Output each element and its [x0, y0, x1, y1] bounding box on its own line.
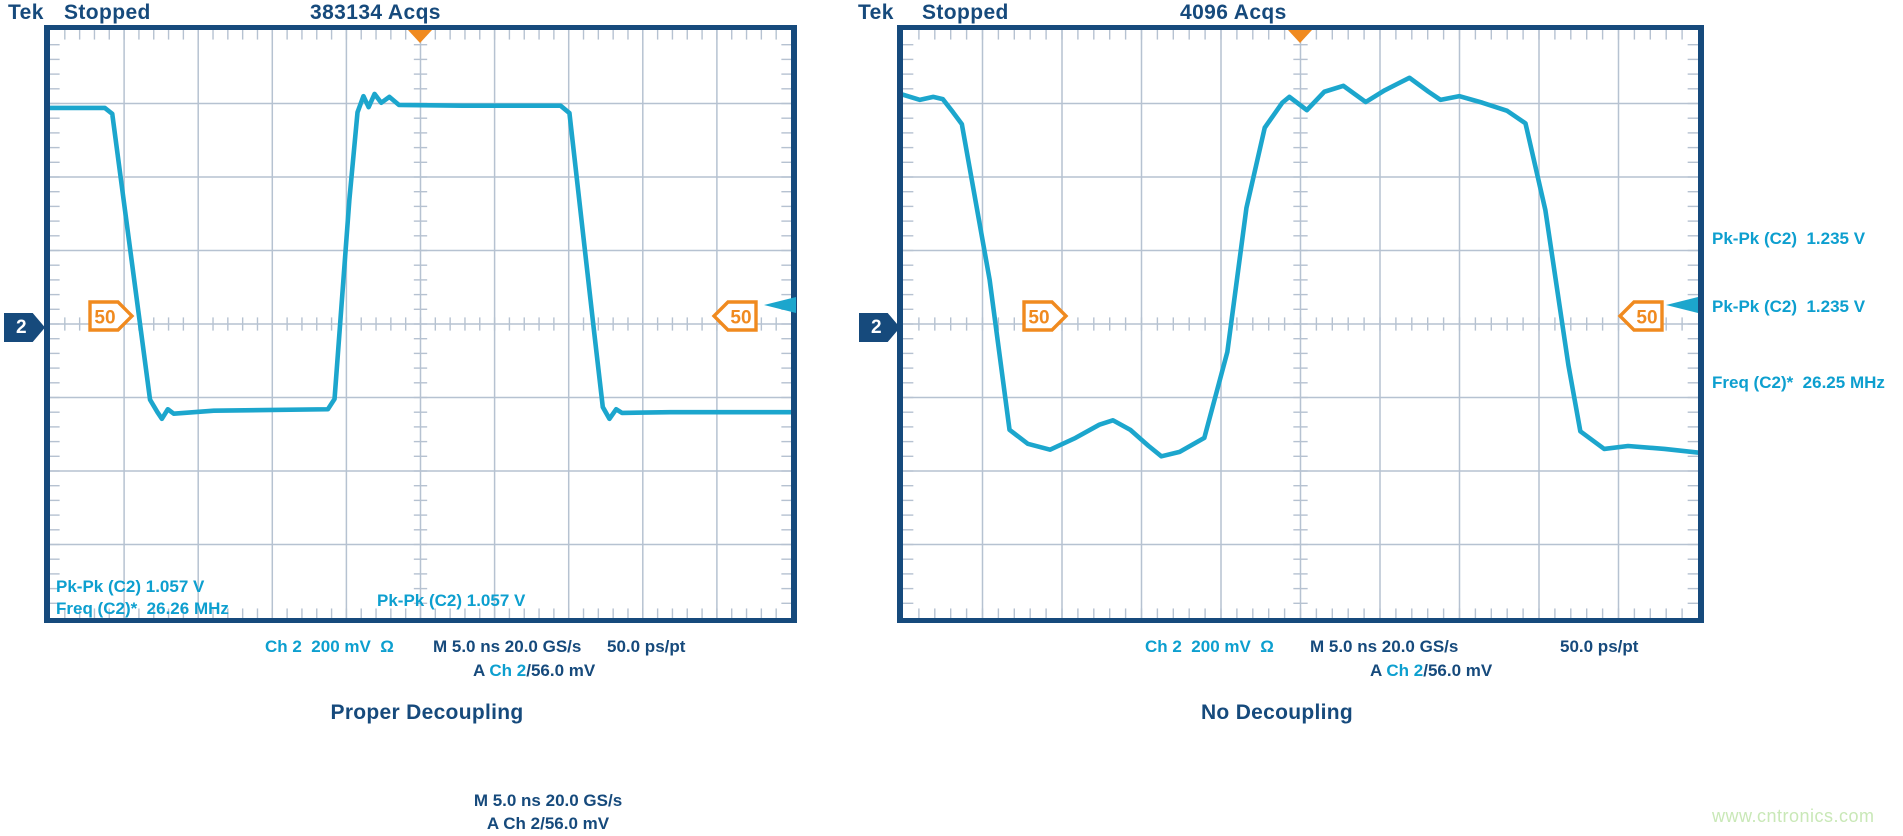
right-scope-trigger-readout: A Ch 2/56.0 mV [1370, 661, 1492, 681]
left-scope-trigger-level-arrow-icon [764, 297, 796, 313]
right-scope-pkpk-readout-2: Pk-Pk (C2) 1.235 V [1712, 297, 1866, 316]
right-scope-pkpk-readout-1: Pk-Pk (C2) 1.235 V [1712, 229, 1866, 248]
left-scope-channel-badge: 2 [4, 313, 45, 342]
left-scope-pkpk-readout-2: Pk-Pk (C2) 1.057 V [377, 591, 526, 610]
waveform-trace [50, 94, 791, 419]
right-scope-status: Stopped [922, 1, 1009, 24]
left-scope-status: Stopped [64, 1, 151, 24]
trigger-a-label: A [473, 661, 490, 680]
left-scope-brand: Tek [8, 1, 44, 24]
waveform-trace [903, 78, 1698, 457]
right-scope-trigger-position-icon [1288, 30, 1312, 43]
left-scope-trigger-position-icon [408, 30, 432, 43]
left-scope-waveform-plot [50, 30, 791, 618]
flag-label: 50 [1028, 308, 1049, 329]
left-scope-graticule [44, 25, 797, 623]
flag-label: 50 [94, 308, 115, 329]
trigger-level-label: /56.0 mV [1423, 661, 1493, 680]
right-scope-graticule [897, 25, 1704, 623]
trigger-a-label: A [1370, 661, 1387, 680]
left-scope-channel-scale: Ch 2 200 mV Ω [265, 637, 394, 656]
left-scope-trigger-flag-left: 50 [88, 300, 135, 332]
footer-trigger: A Ch 2/56.0 mV [486, 814, 610, 833]
right-scope-caption: No Decoupling [1200, 701, 1354, 724]
trigger-level-label: /56.0 mV [526, 661, 596, 680]
flag-shape [711, 300, 758, 332]
right-scope-timebase: M 5.0 ns 20.0 GS/s [1310, 637, 1459, 656]
right-scope-resolution: 50.0 ps/pt [1560, 637, 1639, 656]
right-scope-trigger-flag-left: 50 [1022, 300, 1069, 332]
left-scope-timebase: M 5.0 ns 20.0 GS/s [433, 637, 582, 656]
left-scope-acquisitions: 383134 Acqs [310, 1, 441, 24]
left-scope-trigger-readout: A Ch 2/56.0 mV [473, 661, 595, 681]
right-scope-channel-badge: 2 [859, 313, 900, 342]
trigger-source-label: Ch 2 [1386, 661, 1424, 680]
right-scope-brand: Tek [858, 1, 894, 24]
left-scope-resolution: 50.0 ps/pt [607, 637, 686, 656]
trigger-source-label: Ch 2 [489, 661, 527, 680]
flag-shape [1617, 300, 1664, 332]
flag-shape [88, 300, 135, 332]
flag-label: 50 [1636, 308, 1657, 329]
left-scope-pkpk-readout: Pk-Pk (C2) 1.057 V [56, 577, 205, 596]
right-scope-freq-readout: Freq (C2)* 26.25 MHz [1712, 373, 1885, 392]
flag-label: 50 [730, 308, 751, 329]
left-scope-caption: Proper Decoupling [330, 701, 524, 724]
left-scope-trigger-flag-right: 50 [711, 300, 758, 332]
left-scope-freq-readout: Freq (C2)* 26.26 MHz [56, 599, 229, 618]
right-scope-acquisitions: 4096 Acqs [1180, 1, 1287, 24]
right-scope-channel-scale: Ch 2 200 mV Ω [1145, 637, 1274, 656]
right-scope-trigger-flag-right: 50 [1617, 300, 1664, 332]
flag-shape [1022, 300, 1069, 332]
watermark: www.cntronics.com [1712, 806, 1875, 826]
right-scope-trigger-level-arrow-icon [1666, 297, 1698, 313]
footer-timebase: M 5.0 ns 20.0 GS/s [473, 791, 623, 810]
